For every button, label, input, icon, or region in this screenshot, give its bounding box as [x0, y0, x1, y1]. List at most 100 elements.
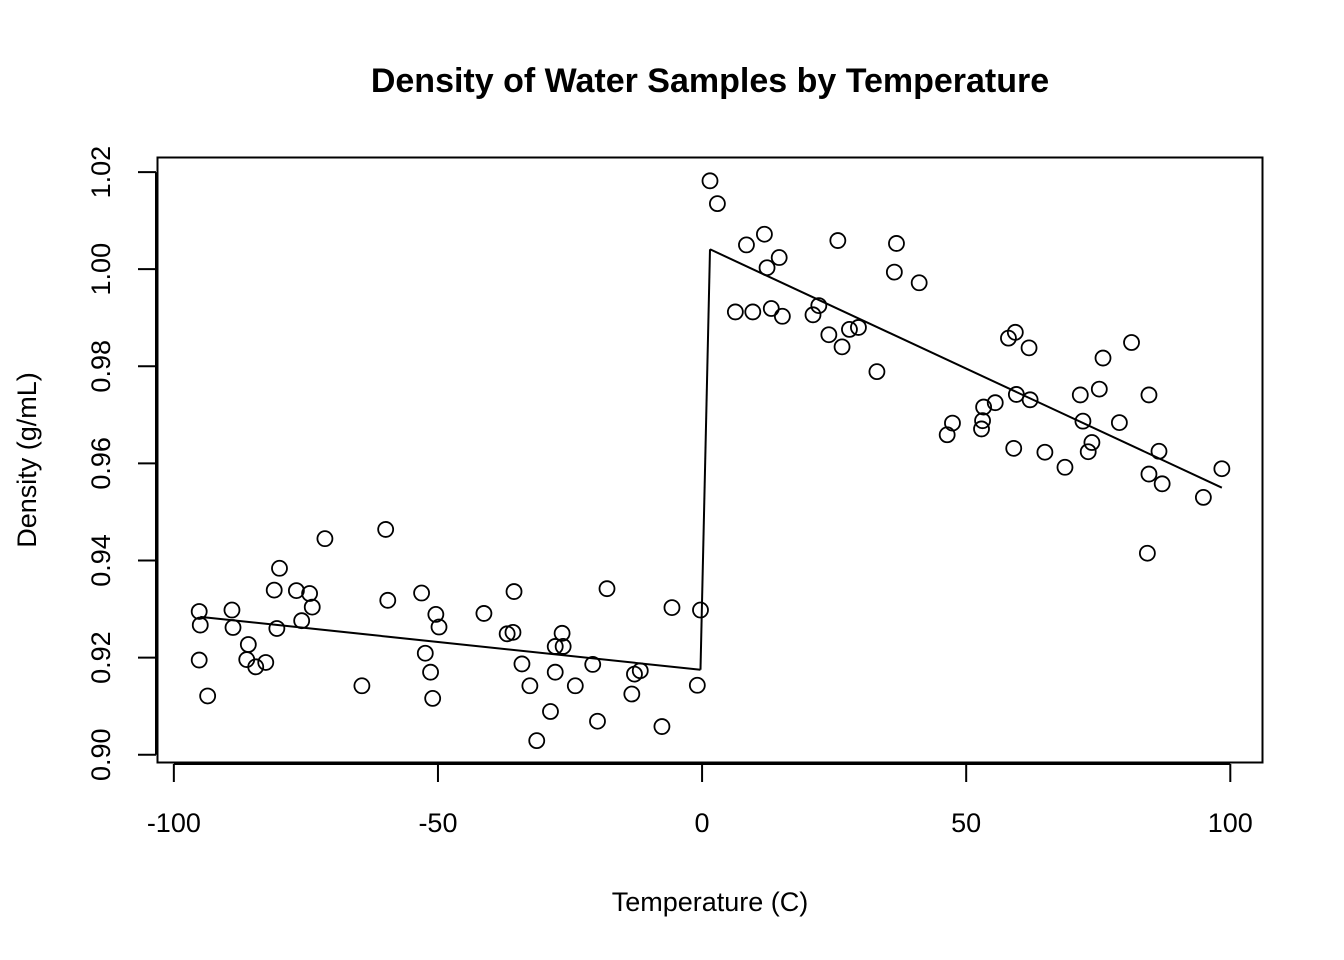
data-point	[505, 583, 523, 600]
data-point	[239, 636, 257, 653]
data-point	[1138, 544, 1156, 562]
data-point	[701, 172, 719, 190]
data-point	[770, 249, 788, 266]
data-point	[986, 394, 1004, 412]
data-point	[301, 585, 319, 602]
data-point	[910, 274, 928, 292]
data-point	[663, 599, 681, 617]
data-point	[1074, 412, 1092, 430]
data-point	[1123, 334, 1140, 351]
data-point	[1150, 442, 1168, 460]
data-point	[762, 300, 780, 317]
data-point	[688, 676, 706, 694]
data-point	[758, 259, 776, 277]
x-tick-label: 50	[951, 808, 981, 838]
data-point	[1213, 460, 1231, 478]
x-tick-label: 100	[1208, 808, 1253, 838]
data-point	[598, 580, 616, 598]
data-point	[973, 420, 990, 438]
data-point	[726, 303, 744, 321]
data-point	[223, 601, 241, 619]
data-point	[974, 412, 991, 430]
data-point	[427, 605, 445, 623]
fit-line-segment	[709, 248, 1223, 489]
y-tick-label: 0.98	[86, 340, 116, 393]
data-point	[553, 624, 571, 642]
data-point	[1020, 339, 1038, 357]
data-point	[554, 638, 572, 655]
data-point	[804, 306, 822, 324]
data-point	[199, 687, 217, 705]
y-tick-label: 0.96	[86, 437, 116, 490]
data-point	[422, 663, 439, 681]
data-point	[377, 521, 395, 538]
x-tick-label: -100	[147, 808, 201, 838]
data-point	[888, 235, 905, 252]
data-point	[1194, 488, 1212, 506]
data-point	[257, 654, 275, 671]
data-point	[589, 712, 606, 730]
y-tick-label: 0.90	[86, 728, 116, 781]
x-axis-label: Temperature (C)	[612, 887, 809, 917]
data-point	[303, 598, 321, 616]
data-point	[353, 677, 371, 695]
data-point	[738, 236, 755, 254]
data-point	[1153, 475, 1171, 493]
data-point	[247, 658, 265, 676]
data-point	[584, 656, 602, 673]
data-point	[692, 601, 709, 619]
data-point	[1006, 323, 1024, 341]
data-point	[190, 651, 208, 669]
data-point	[744, 303, 762, 321]
data-point	[810, 297, 828, 315]
data-point	[1090, 380, 1108, 398]
data-point	[504, 623, 522, 641]
x-axis: -100 -50 0 50 100	[147, 763, 1253, 838]
data-point	[287, 582, 305, 600]
y-axis: 0.90 0.92 0.94 0.96 0.98 1.00 1.02	[86, 146, 157, 781]
data-point	[271, 559, 288, 577]
y-tick-label: 1.02	[86, 146, 116, 199]
data-point	[975, 398, 993, 416]
data-point	[316, 530, 334, 548]
x-tick-label: 0	[695, 808, 710, 838]
chart-title: Density of Water Samples by Temperature	[371, 62, 1049, 100]
data-point	[820, 326, 838, 344]
plot-frame	[156, 156, 1264, 764]
data-point	[566, 677, 584, 695]
data-point	[868, 363, 886, 381]
data-point	[1005, 439, 1023, 457]
data-point	[224, 619, 242, 636]
data-point	[1140, 386, 1158, 404]
data-point	[1071, 386, 1089, 404]
data-point	[1021, 391, 1039, 409]
data-point	[190, 603, 208, 620]
data-point	[513, 655, 531, 673]
data-point	[430, 618, 448, 636]
data-point	[379, 591, 397, 609]
data-point	[1079, 443, 1097, 461]
data-point	[829, 232, 847, 249]
data-point	[424, 689, 442, 707]
data-point	[521, 677, 539, 695]
data-point	[265, 581, 283, 599]
data-point	[708, 195, 726, 213]
data-point	[631, 662, 649, 680]
y-tick-label: 0.92	[86, 631, 116, 684]
data-point	[1036, 443, 1054, 461]
fit-line-segment	[200, 615, 701, 671]
data-point	[191, 616, 209, 634]
data-point	[623, 685, 641, 703]
fit-line-group	[200, 248, 1223, 671]
data-point	[1056, 458, 1074, 476]
data-points	[190, 172, 1231, 750]
data-point	[546, 663, 564, 681]
y-tick-label: 0.94	[86, 534, 116, 587]
data-point	[1094, 349, 1112, 367]
data-point	[1083, 434, 1101, 451]
data-point	[1110, 414, 1128, 432]
data-point	[756, 225, 773, 243]
data-point	[850, 319, 867, 336]
data-point	[413, 584, 430, 602]
